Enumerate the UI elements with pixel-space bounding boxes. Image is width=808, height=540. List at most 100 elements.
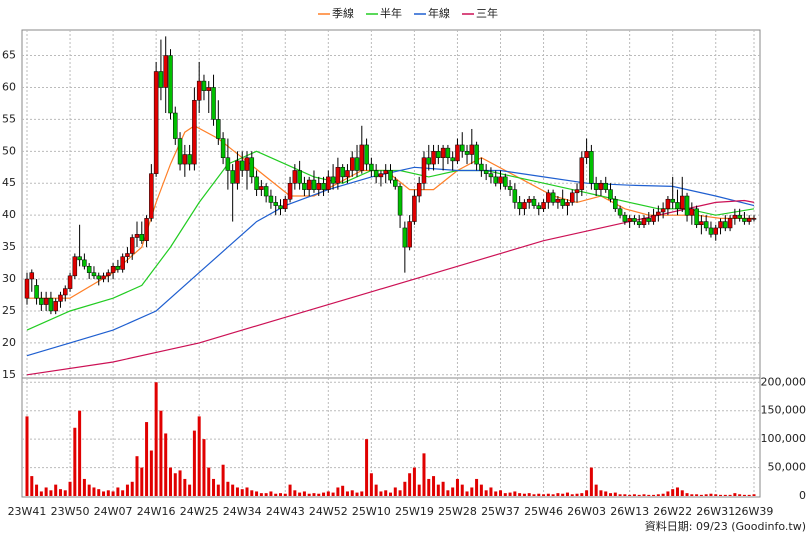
volume-bar bbox=[393, 487, 397, 496]
candle-body bbox=[259, 186, 264, 190]
y-tick-label: 55 bbox=[2, 112, 16, 125]
candle-body bbox=[326, 176, 331, 190]
volume-bar bbox=[87, 484, 91, 496]
legend-label: 年線 bbox=[428, 6, 450, 20]
candle-body bbox=[746, 218, 752, 222]
volume-bar bbox=[618, 494, 622, 496]
volume-bar bbox=[231, 484, 235, 496]
volume-bar bbox=[747, 494, 751, 496]
legend-label: 季線 bbox=[332, 6, 354, 20]
candle-body bbox=[665, 198, 671, 210]
candle-body bbox=[225, 157, 231, 171]
candle-body bbox=[522, 202, 527, 210]
volume-bar bbox=[207, 467, 211, 496]
candle-body bbox=[579, 157, 585, 190]
candle-body bbox=[555, 198, 561, 203]
x-tick-label: 26W13 bbox=[610, 505, 649, 518]
volume-bar bbox=[336, 487, 340, 496]
y-tick-label: 45 bbox=[2, 176, 16, 189]
volume-bar bbox=[341, 485, 345, 496]
volume-bar bbox=[106, 490, 110, 496]
x-tick-label: 24W34 bbox=[223, 505, 262, 518]
candle-body bbox=[613, 198, 618, 210]
volume-bar bbox=[245, 487, 249, 496]
candle-body bbox=[699, 221, 704, 226]
volume-bar bbox=[379, 491, 383, 496]
candle-body bbox=[464, 151, 470, 155]
volume-bar bbox=[723, 494, 727, 496]
volume-bar bbox=[78, 410, 82, 496]
x-tick-label: 24W25 bbox=[180, 505, 219, 518]
candle-body bbox=[340, 167, 345, 178]
volume-bar bbox=[202, 439, 206, 496]
volume-bar bbox=[25, 416, 29, 496]
volume-bar bbox=[527, 493, 531, 496]
volume-bar bbox=[656, 494, 660, 496]
x-tick-label: 23W41 bbox=[8, 505, 47, 518]
candle-body bbox=[297, 170, 302, 184]
volume-bar bbox=[738, 494, 742, 496]
volume-bar bbox=[322, 492, 326, 496]
candle-body bbox=[182, 154, 188, 165]
candle-body bbox=[249, 157, 255, 178]
candle-body bbox=[29, 272, 35, 280]
legend-item: 三年 bbox=[462, 6, 498, 20]
candle-body bbox=[239, 160, 245, 171]
y-tick-label: 25 bbox=[2, 304, 16, 317]
candle-body bbox=[584, 151, 589, 158]
candle-body bbox=[311, 179, 317, 190]
candle-body bbox=[541, 202, 546, 210]
volume-bar bbox=[298, 492, 302, 496]
x-tick-label: 26W31 bbox=[696, 505, 735, 518]
y2-tick-label: 200,000 bbox=[761, 375, 807, 388]
y-tick-label: 40 bbox=[2, 208, 16, 221]
volume-bar bbox=[628, 494, 632, 496]
candle-body bbox=[354, 157, 360, 171]
volume-bar bbox=[97, 489, 101, 496]
volume-bar bbox=[360, 491, 364, 496]
volume-bar bbox=[274, 493, 278, 496]
y-tick-label: 50 bbox=[2, 144, 16, 157]
y-tick-label: 20 bbox=[2, 336, 16, 349]
volume-bar bbox=[183, 478, 187, 496]
x-tick-label: 26W03 bbox=[567, 505, 606, 518]
candle-body bbox=[479, 163, 484, 171]
x-tick-label: 24W43 bbox=[266, 505, 305, 518]
volume-bar bbox=[613, 492, 617, 496]
volume-bar bbox=[556, 493, 560, 496]
candle-body bbox=[268, 195, 274, 203]
y-tick-label: 30 bbox=[2, 272, 16, 285]
candle-body bbox=[335, 167, 341, 184]
candle-body bbox=[488, 173, 494, 178]
candle-body bbox=[72, 256, 78, 277]
volume-bar bbox=[599, 490, 603, 496]
volume-bar bbox=[369, 473, 373, 496]
volume-bar bbox=[551, 494, 555, 496]
candle-body bbox=[63, 288, 68, 296]
volume-bar bbox=[365, 439, 369, 496]
candle-body bbox=[646, 218, 652, 222]
volume-bar bbox=[752, 494, 756, 496]
candle-body bbox=[675, 202, 680, 210]
volume-bar bbox=[709, 493, 713, 496]
volume-bar bbox=[216, 484, 220, 496]
volume-bar bbox=[436, 484, 440, 496]
volume-bar bbox=[661, 493, 665, 496]
legend-item: 季線 bbox=[318, 6, 354, 20]
candle-body bbox=[58, 294, 63, 302]
volume-bar bbox=[432, 476, 436, 496]
volume-bar bbox=[609, 493, 613, 496]
candle-body bbox=[680, 195, 685, 210]
candle-body bbox=[359, 144, 365, 171]
volume-bar bbox=[355, 492, 359, 496]
candle-body bbox=[440, 147, 446, 158]
candle-body bbox=[134, 234, 140, 238]
candle-body bbox=[517, 202, 522, 210]
volume-bar bbox=[417, 484, 421, 496]
candle-body bbox=[158, 71, 164, 88]
volume-bar bbox=[293, 490, 297, 496]
volume-bar bbox=[637, 494, 641, 496]
candle-body bbox=[694, 208, 699, 226]
candle-body bbox=[723, 221, 728, 229]
